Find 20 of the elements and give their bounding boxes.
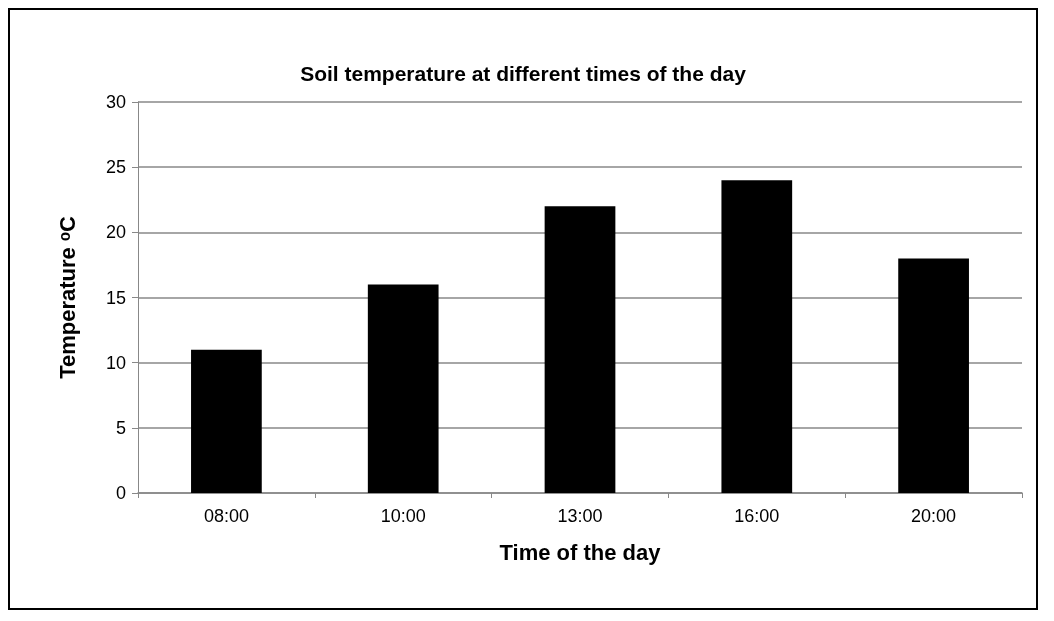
x-tick-label: 20:00 bbox=[911, 506, 957, 526]
y-tick-label: 5 bbox=[115, 417, 126, 438]
x-tick-label: 13:00 bbox=[557, 506, 603, 526]
y-tick-label: 30 bbox=[105, 92, 126, 112]
bar bbox=[367, 284, 439, 493]
x-tick-label: 16:00 bbox=[734, 506, 780, 526]
y-axis-title: Temperature ᵒC bbox=[54, 216, 80, 379]
bar bbox=[898, 258, 969, 493]
y-tick-label: 20 bbox=[105, 222, 126, 243]
y-tick-label: 10 bbox=[105, 352, 126, 373]
y-tick-label: 25 bbox=[105, 157, 126, 178]
x-tick-label: 10:00 bbox=[380, 506, 426, 526]
x-tick-label: 08:00 bbox=[203, 506, 249, 526]
y-tick-label: 0 bbox=[115, 483, 126, 503]
bar bbox=[721, 180, 793, 493]
chart-title: Soil temperature at different times of the day bbox=[300, 62, 747, 85]
x-axis-title: Time of the day bbox=[499, 539, 662, 565]
bar bbox=[191, 349, 262, 493]
y-tick-label: 15 bbox=[105, 287, 126, 308]
bar bbox=[544, 206, 616, 493]
